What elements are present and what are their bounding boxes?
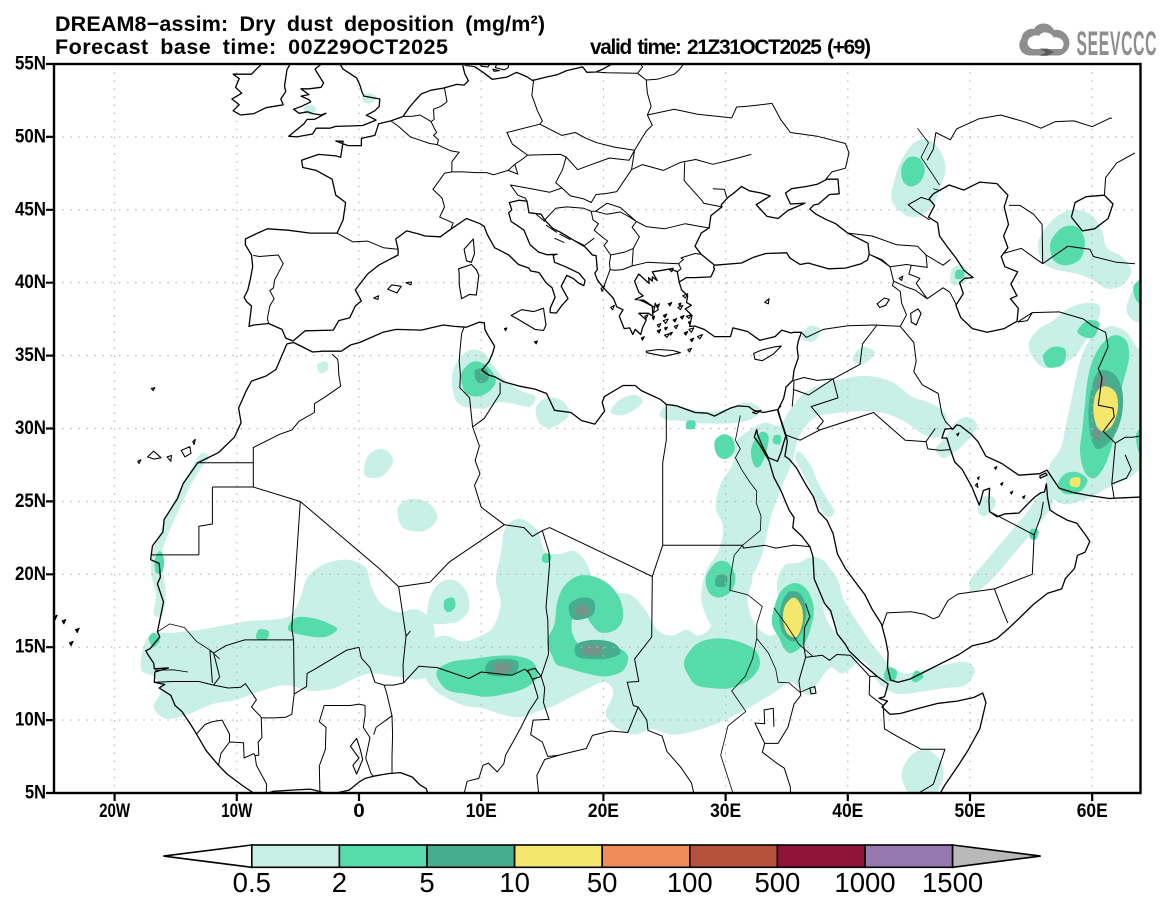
svg-text:DREAM8−assim: Dry dust deposit: DREAM8−assim: Dry dust deposition (mg/m²… xyxy=(55,12,545,36)
svg-text:30E: 30E xyxy=(710,801,741,822)
svg-text:10W: 10W xyxy=(221,801,252,822)
svg-text:10E: 10E xyxy=(466,801,497,822)
svg-text:30N: 30N xyxy=(15,418,46,439)
svg-text:55N: 55N xyxy=(15,54,46,75)
svg-text:35N: 35N xyxy=(15,345,46,366)
svg-text:1000: 1000 xyxy=(834,867,895,898)
svg-text:20W: 20W xyxy=(99,801,130,822)
svg-text:25N: 25N xyxy=(15,491,46,512)
svg-text:15N: 15N xyxy=(15,637,46,658)
svg-text:20E: 20E xyxy=(588,801,619,822)
svg-text:50E: 50E xyxy=(955,801,986,822)
svg-text:1500: 1500 xyxy=(922,867,983,898)
svg-text:0.5: 0.5 xyxy=(233,867,271,898)
svg-text:5N: 5N xyxy=(25,783,46,804)
svg-text:2: 2 xyxy=(332,867,347,898)
svg-text:50: 50 xyxy=(587,867,618,898)
svg-text:Forecast base time: 00Z29OCT20: Forecast base time: 00Z29OCT2025 xyxy=(55,35,448,59)
svg-text:40E: 40E xyxy=(832,801,863,822)
svg-text:0: 0 xyxy=(353,801,365,822)
svg-text:500: 500 xyxy=(754,867,800,898)
svg-text:20N: 20N xyxy=(15,564,46,585)
svg-text:45N: 45N xyxy=(15,199,46,220)
svg-text:10N: 10N xyxy=(15,710,46,731)
svg-text:60E: 60E xyxy=(1077,801,1108,822)
svg-text:10: 10 xyxy=(499,867,530,898)
svg-text:100: 100 xyxy=(667,867,713,898)
svg-text:50N: 50N xyxy=(15,126,46,147)
svg-text:5: 5 xyxy=(419,867,434,898)
svg-text:SEEVCCC: SEEVCCC xyxy=(1077,24,1158,63)
svg-text:40N: 40N xyxy=(15,272,46,293)
svg-text:valid time: 21Z31OCT2025 (+69): valid time: 21Z31OCT2025 (+69) xyxy=(590,36,871,59)
